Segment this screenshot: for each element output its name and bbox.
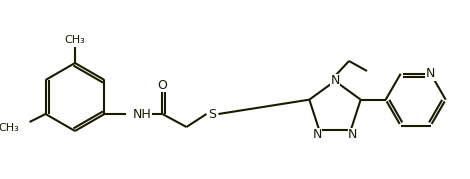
Text: O: O	[157, 79, 167, 91]
Text: N: N	[313, 128, 322, 141]
Text: N: N	[426, 67, 435, 80]
Text: NH: NH	[133, 108, 151, 120]
Text: N: N	[348, 128, 358, 141]
Text: S: S	[208, 108, 217, 120]
Text: N: N	[330, 74, 340, 88]
Text: CH₃: CH₃	[65, 35, 86, 45]
Text: CH₃: CH₃	[0, 123, 20, 133]
